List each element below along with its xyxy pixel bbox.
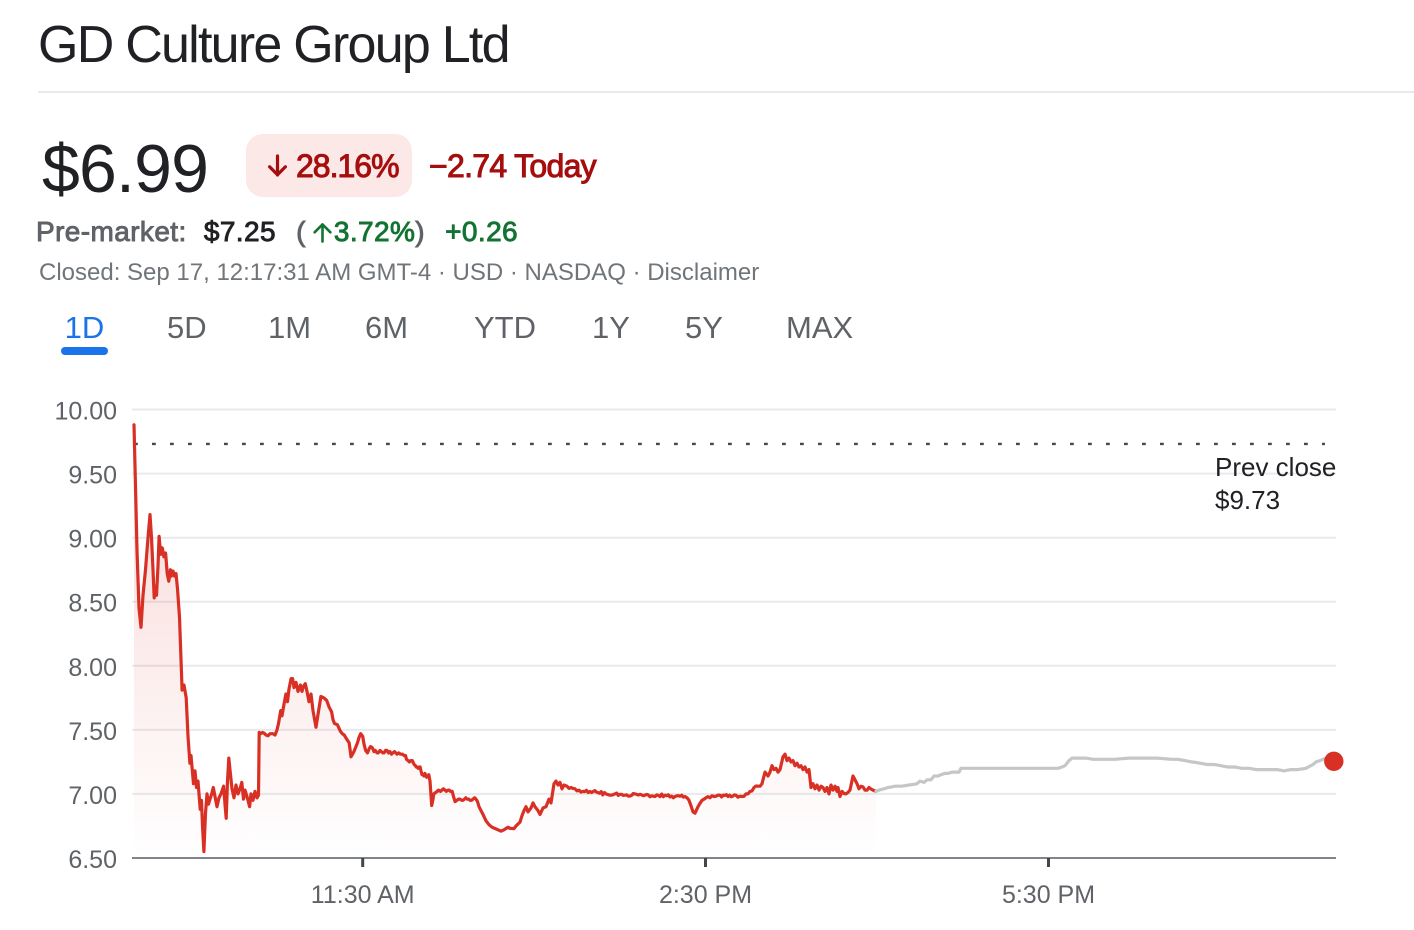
svg-text:7.00: 7.00 [68,782,117,810]
svg-text:Prev close: Prev close [1215,452,1336,482]
svg-text:11:30 AM: 11:30 AM [311,881,415,909]
svg-text:9.50: 9.50 [68,462,117,490]
svg-text:5:30 PM: 5:30 PM [1002,881,1095,909]
svg-text:6.50: 6.50 [68,846,117,874]
svg-text:9.00: 9.00 [68,526,117,554]
svg-text:$9.73: $9.73 [1215,485,1280,515]
svg-text:8.50: 8.50 [68,590,117,618]
svg-text:7.50: 7.50 [68,718,117,746]
svg-text:10.00: 10.00 [54,398,117,426]
svg-text:2:30 PM: 2:30 PM [659,881,752,909]
svg-text:8.00: 8.00 [68,654,117,682]
